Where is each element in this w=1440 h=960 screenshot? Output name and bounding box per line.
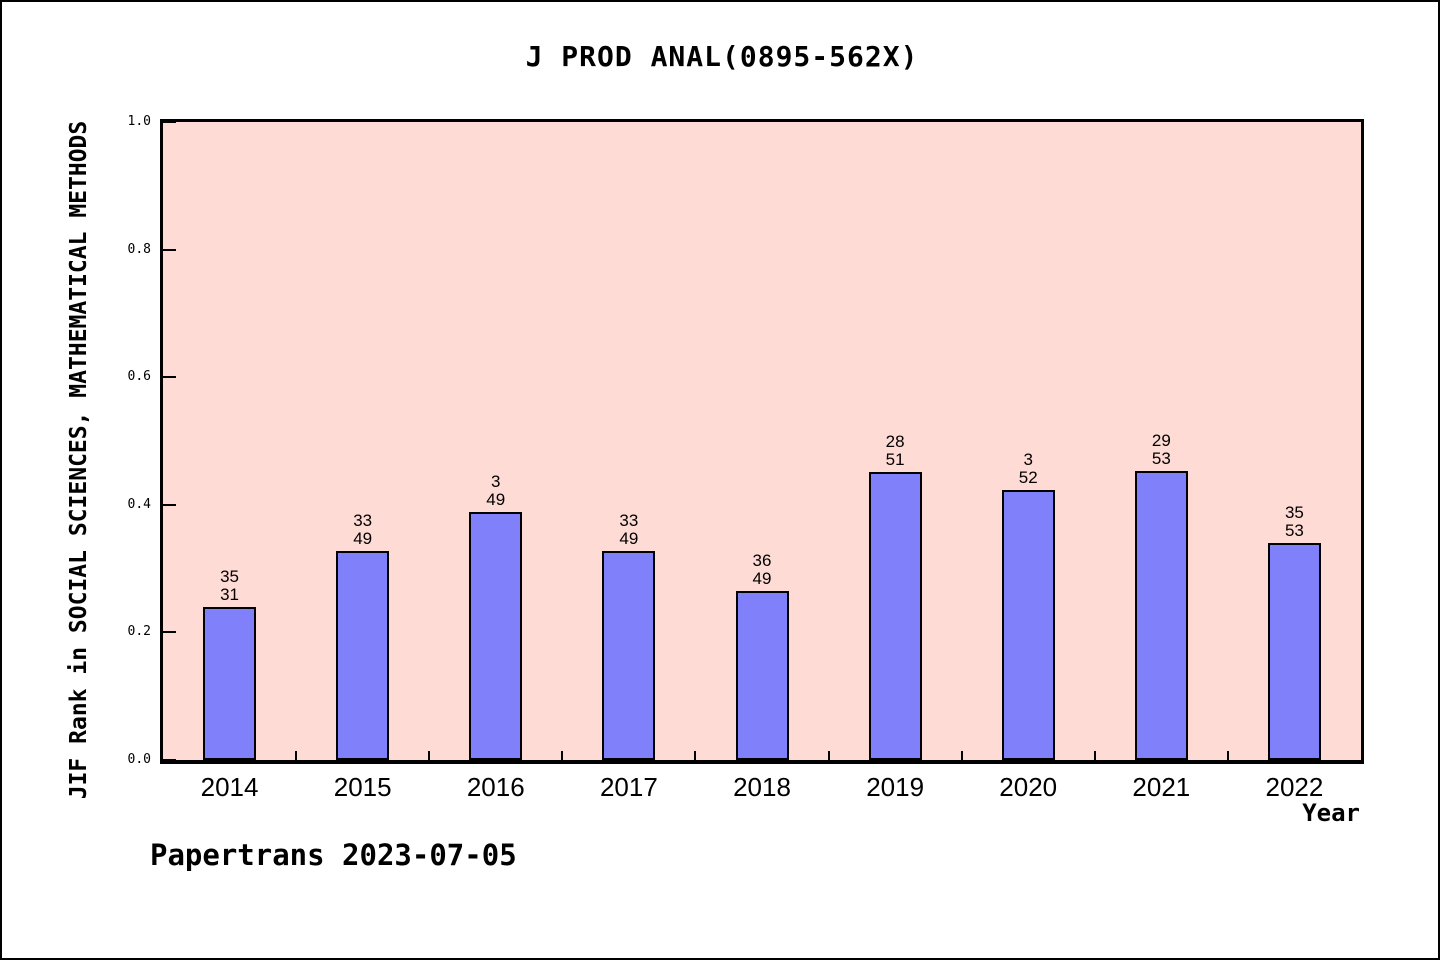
x-axis-label: Year	[1302, 799, 1360, 827]
y-tick-label: 0.2	[127, 624, 151, 640]
bar-2017	[602, 551, 655, 760]
bar-value-label-2020: 3 52	[1018, 450, 1038, 487]
y-tick-label: 0.0	[127, 752, 151, 767]
watermark-text: Papertrans 2023-07-05	[150, 838, 517, 872]
y-tick-mark	[163, 121, 176, 123]
bar-2020	[1002, 490, 1055, 760]
bar-value-label-2014: 35 31	[220, 567, 240, 604]
bar-value-label-2022: 35 53	[1284, 503, 1304, 540]
bar-value-label-2017: 33 49	[619, 511, 639, 548]
x-tick-mark	[561, 751, 564, 760]
x-tick-mark	[960, 751, 963, 760]
x-tick-label-2015: 2015	[333, 772, 392, 802]
bar-value-label-2018: 36 49	[752, 551, 772, 588]
bar-2021	[1135, 471, 1188, 760]
x-tick-mark	[694, 751, 697, 760]
x-tick-mark	[1093, 751, 1096, 760]
plot-area: 35 31 33 49 3 49 33 49 36 49 28 51 3 52 29 53 35 53	[160, 119, 1364, 764]
y-tick-label: 0.6	[127, 369, 151, 385]
bar-2015	[336, 551, 389, 760]
x-tick-mark	[1226, 751, 1229, 760]
y-tick-mark	[163, 248, 176, 251]
y-tick-mark	[163, 759, 176, 761]
plot-inner: 35 31 33 49 3 49 33 49 36 49 28 51 3 52 29 53 35 53	[163, 121, 1361, 761]
bar-value-label-2019: 28 51	[885, 432, 905, 469]
x-tick-label-2022: 2022	[1265, 772, 1324, 802]
y-tick-label: 1.0	[127, 114, 151, 129]
x-tick-label-2018: 2018	[733, 772, 791, 802]
x-tick-mark	[295, 751, 298, 760]
chart-title: J PROD ANAL(0895-562X)	[525, 40, 919, 73]
x-tick-mark	[428, 751, 431, 760]
y-tick-label: 0.4	[127, 496, 151, 512]
bar-value-label-2015: 33 49	[353, 511, 373, 548]
x-tick-label-2014: 2014	[200, 772, 259, 802]
bar-2016	[469, 512, 522, 760]
y-tick-mark	[163, 503, 176, 506]
bar-value-label-2016: 3 49	[486, 472, 506, 509]
y-tick-label: 0.8	[127, 241, 151, 257]
x-tick-label-2016: 2016	[466, 772, 525, 802]
x-tick-mark	[827, 751, 830, 760]
x-tick-label-2017: 2017	[599, 772, 658, 802]
y-tick-mark	[163, 376, 176, 379]
bar-2018	[736, 591, 789, 760]
x-tick-label-2021: 2021	[1132, 772, 1191, 802]
y-tick-mark	[163, 631, 176, 634]
bar-2019	[869, 472, 922, 760]
bar-2022	[1268, 543, 1321, 760]
bar-2014	[203, 607, 256, 760]
x-tick-label-2020: 2020	[999, 772, 1058, 802]
x-tick-label-2019: 2019	[866, 772, 925, 802]
bar-value-label-2021: 29 53	[1151, 431, 1171, 468]
y-axis-label: JIF Rank in SOCIAL SCIENCES, MATHEMATICA…	[66, 120, 92, 800]
